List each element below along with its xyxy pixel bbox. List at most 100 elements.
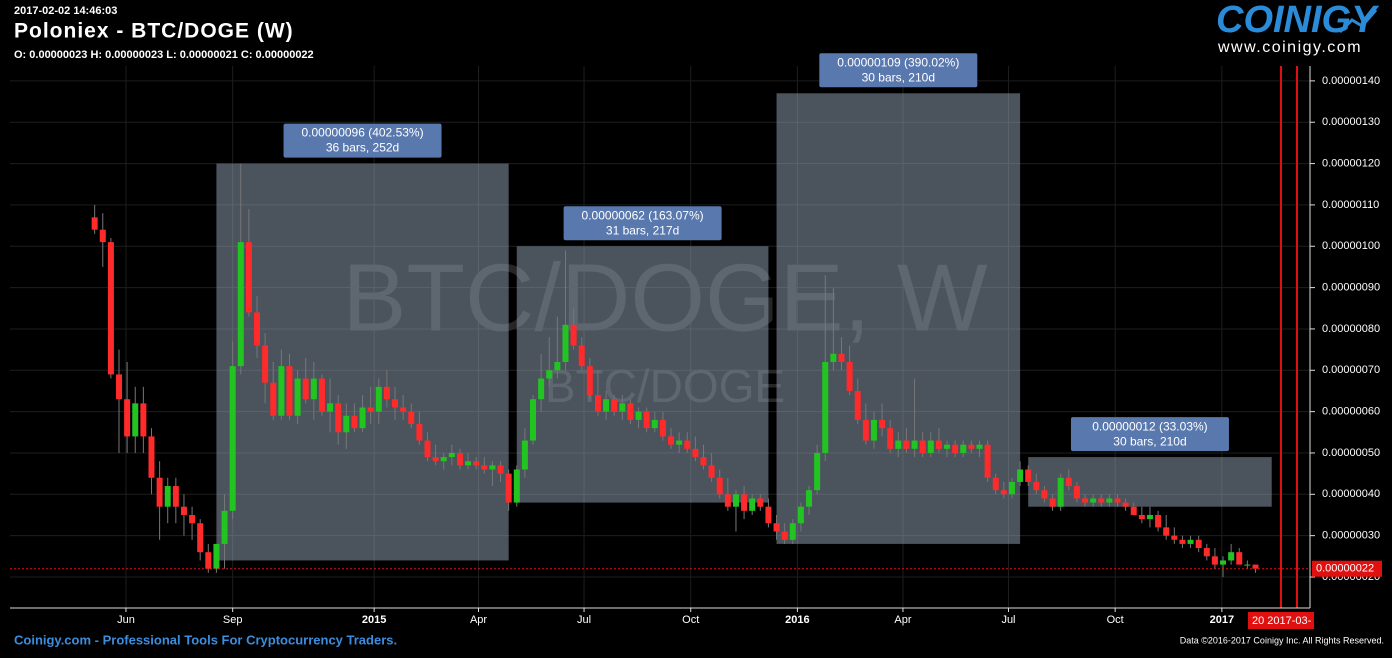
- candle-body: [400, 407, 407, 412]
- candle-body: [91, 217, 98, 230]
- candle-body: [1122, 502, 1129, 507]
- candle-body: [229, 366, 236, 511]
- candle-body: [1155, 514, 1162, 528]
- candle-body: [911, 440, 918, 449]
- candle-body: [440, 457, 447, 462]
- candle-body: [854, 390, 861, 420]
- candle-body: [1195, 539, 1202, 549]
- candle-body: [838, 353, 845, 363]
- y-tick-label: 0.00000030: [1322, 530, 1380, 542]
- candle-body: [481, 465, 488, 470]
- candle-body: [992, 477, 999, 491]
- candle-body: [140, 403, 147, 437]
- candle-body: [789, 523, 796, 540]
- crosshair-label-bg: [1248, 612, 1314, 629]
- footer-right: Data ©2016-2017 Coinigy Inc. All Rights …: [1180, 635, 1384, 645]
- candle-body: [554, 362, 561, 371]
- y-tick-label: 0.00000140: [1322, 75, 1380, 87]
- candle-body: [676, 440, 683, 445]
- measure-label-bg: [563, 206, 722, 241]
- candle-body: [708, 465, 715, 478]
- candle-body: [684, 440, 691, 449]
- candle-body: [367, 407, 374, 412]
- candle-body: [1171, 535, 1178, 540]
- logo-url: www.coinigy.com: [1217, 39, 1362, 56]
- candle-body: [237, 242, 244, 367]
- candle-body: [668, 436, 675, 445]
- y-tick-label: 0.00000040: [1322, 488, 1380, 500]
- candle-body: [968, 444, 975, 449]
- candle-body: [448, 452, 455, 458]
- candle-body: [814, 452, 821, 491]
- candle-body: [1082, 498, 1089, 503]
- crosshair-label: 20 2017-03-: [1252, 615, 1312, 627]
- candle-body: [822, 362, 829, 453]
- candle-body: [213, 543, 220, 569]
- candle-body: [651, 419, 658, 429]
- y-tick-label: 0.00000090: [1322, 282, 1380, 294]
- candle-body: [221, 510, 228, 544]
- y-tick-label: 0.00000080: [1322, 323, 1380, 335]
- candle-body: [1138, 514, 1145, 520]
- candle-body: [757, 498, 764, 507]
- candle-body: [456, 452, 463, 466]
- candle-body: [359, 407, 366, 429]
- measure-label-bg: [283, 123, 442, 158]
- candle-body: [765, 506, 772, 524]
- candle-body: [619, 403, 626, 412]
- x-tick-label: 2017: [1210, 614, 1234, 626]
- y-tick-label: 0.00000110: [1322, 199, 1379, 211]
- candle-body: [594, 395, 601, 412]
- candle-body: [432, 457, 439, 462]
- measure-label: 0.00000062 (163.07%): [582, 208, 704, 222]
- y-tick-label: 0.00000120: [1322, 157, 1380, 169]
- x-tick-label: 2016: [785, 614, 809, 626]
- candle-body: [375, 386, 382, 412]
- candle-body: [270, 382, 277, 416]
- candle-body: [919, 440, 926, 453]
- candle-body: [318, 378, 325, 412]
- x-tick-label: Oct: [1107, 614, 1124, 626]
- candle-body: [156, 477, 163, 507]
- candle-body: [1008, 481, 1015, 495]
- candle-body: [1106, 498, 1113, 503]
- candle-body: [732, 494, 739, 507]
- measure-box: [516, 246, 769, 503]
- candle-body: [700, 457, 707, 466]
- candle-body: [1057, 477, 1064, 507]
- footer-left: Coinigy.com - Professional Tools For Cry…: [14, 632, 397, 647]
- x-tick-label: Jun: [117, 614, 135, 626]
- candle-body: [895, 440, 902, 449]
- y-tick-label: 0.00000130: [1322, 116, 1380, 128]
- candle-body: [424, 440, 431, 458]
- measure-box: [1028, 457, 1272, 507]
- candle-body: [521, 440, 528, 470]
- plot-area: BTC/DOGE, WBTC/DOGE0.00000096 (402.53%)3…: [10, 53, 1310, 608]
- candle-body: [1017, 469, 1024, 482]
- candle-body: [1025, 469, 1032, 482]
- measure-box: [776, 93, 1021, 544]
- candle-body: [960, 444, 967, 453]
- candle-body: [1073, 486, 1080, 499]
- candle-body: [513, 469, 520, 503]
- candle-body: [578, 345, 585, 367]
- candle-body: [189, 514, 196, 524]
- candle-body: [903, 440, 910, 449]
- candle-body: [172, 486, 179, 507]
- measure-label: 0.00000096 (402.53%): [301, 126, 423, 140]
- candle-body: [116, 374, 123, 400]
- candle-body: [716, 477, 723, 495]
- measure-label: 30 bars, 210d: [1113, 434, 1186, 448]
- candle-body: [1130, 506, 1137, 515]
- candle-body: [505, 473, 512, 503]
- last-price-label: 0.00000022: [1316, 563, 1374, 575]
- logo-icon: [1338, 9, 1378, 34]
- candle-body: [1236, 552, 1243, 565]
- candle-body: [245, 242, 252, 313]
- candle-body: [562, 324, 569, 363]
- candle-body: [538, 378, 545, 400]
- x-tick-label: Apr: [894, 614, 911, 626]
- candle-body: [164, 486, 171, 507]
- candle-body: [335, 403, 342, 433]
